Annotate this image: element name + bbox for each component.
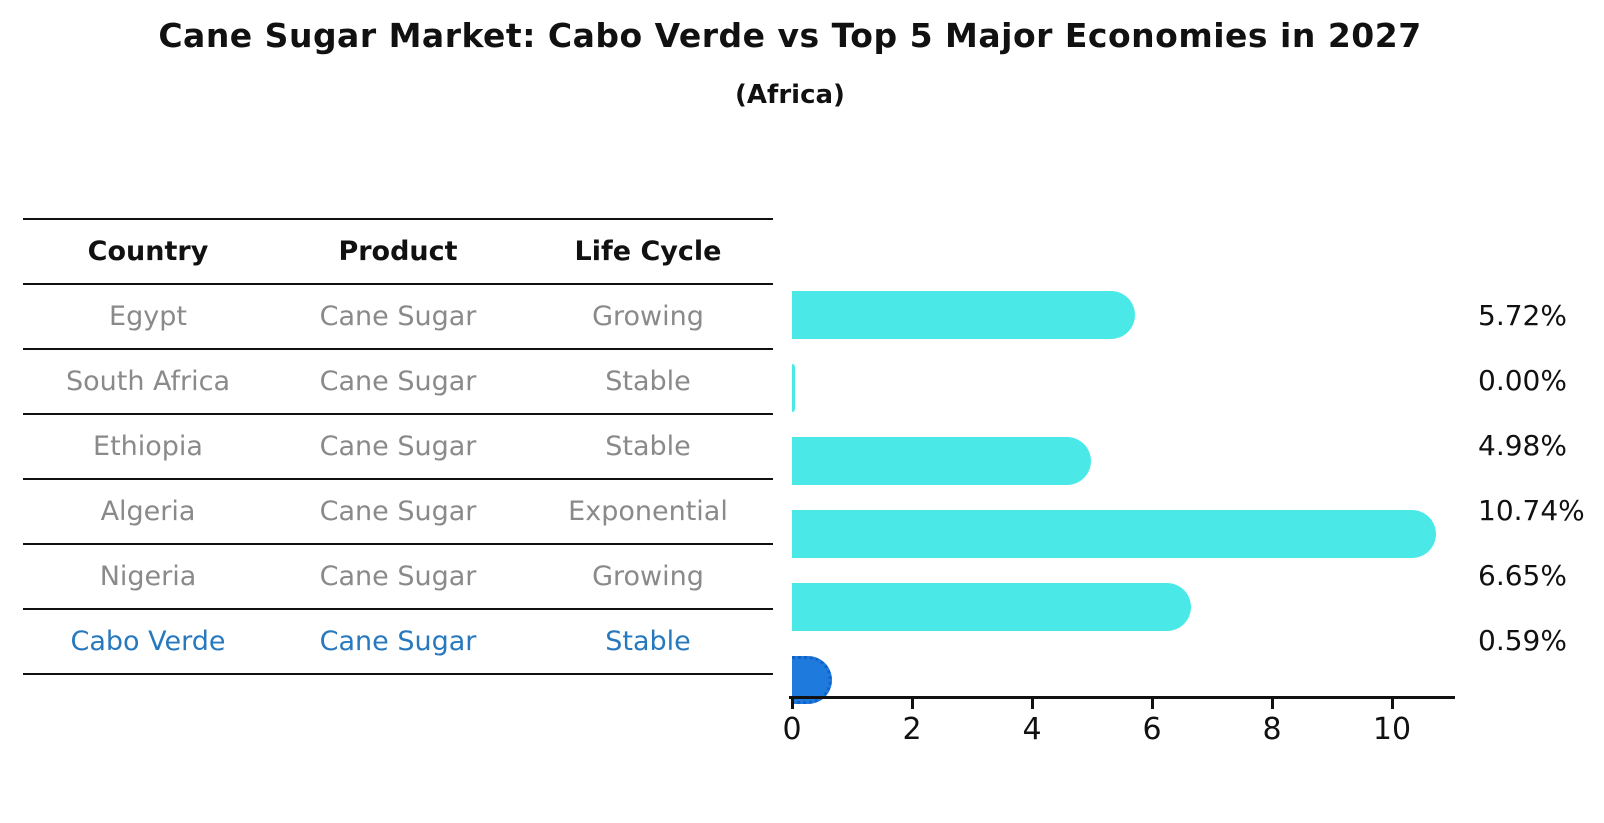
value-label-south-africa: 0.00% <box>1478 364 1567 397</box>
tick-mark <box>791 699 794 709</box>
product-cell: Cane Sugar <box>319 301 477 332</box>
country-cell: Egypt <box>109 301 187 332</box>
life-cycle-cell: Stable <box>605 626 691 657</box>
bar-band <box>792 291 1452 356</box>
bar-algeria <box>792 510 1437 558</box>
header-life-cycle: Life Cycle <box>574 236 722 267</box>
country-cell: Cabo Verde <box>70 626 226 657</box>
product-cell: Cane Sugar <box>319 431 477 462</box>
chart-subtitle: (Africa) <box>735 80 845 110</box>
tick-label: 2 <box>902 712 922 747</box>
product-cell: Cane Sugar <box>319 561 477 592</box>
tick-label: 6 <box>1142 712 1162 747</box>
value-label-egypt: 5.72% <box>1478 299 1567 332</box>
bar-band <box>792 437 1452 502</box>
value-label-ethiopia: 4.98% <box>1478 429 1567 462</box>
value-label-column: 5.72% 0.00% 4.98% 10.74% 6.65% 0.59% <box>1478 283 1604 673</box>
product-cell: Cane Sugar <box>319 626 477 657</box>
table-header-row: Country Product Life Cycle <box>23 218 773 283</box>
tick-mark <box>1271 699 1274 709</box>
bar-egypt <box>792 291 1136 339</box>
table-row-algeria: Algeria Cane Sugar Exponential <box>23 478 773 543</box>
tick-mark <box>1151 699 1154 709</box>
product-cell: Cane Sugar <box>319 366 477 397</box>
bar-nigeria <box>792 583 1191 631</box>
tick-mark <box>1031 699 1034 709</box>
life-cycle-cell: Growing <box>592 561 704 592</box>
table-row-ethiopia: Ethiopia Cane Sugar Stable <box>23 413 773 478</box>
product-cell: Cane Sugar <box>319 496 477 527</box>
header-country: Country <box>87 236 209 267</box>
life-cycle-cell: Growing <box>592 301 704 332</box>
tick-label: 10 <box>1372 712 1412 747</box>
x-axis-line <box>789 696 1455 699</box>
bar-plot-area <box>792 283 1452 721</box>
x-axis-ticks: 0 2 4 6 8 10 <box>782 696 1452 756</box>
bar-south-africa <box>792 364 795 412</box>
bar-band <box>792 510 1452 575</box>
country-cell: Ethiopia <box>93 431 203 462</box>
value-label-cabo-verde: 0.59% <box>1478 624 1567 657</box>
value-label-algeria: 10.74% <box>1478 494 1585 527</box>
tick-mark <box>911 699 914 709</box>
bar-band <box>792 364 1452 429</box>
country-cell: Nigeria <box>99 561 197 592</box>
bar-ethiopia <box>792 437 1091 485</box>
country-cell: Algeria <box>100 496 196 527</box>
life-cycle-cell: Stable <box>605 431 691 462</box>
country-table: Country Product Life Cycle Egypt Cane Su… <box>23 218 773 675</box>
tick-label: 4 <box>1022 712 1042 747</box>
bar-band <box>792 583 1452 648</box>
table-row-south-africa: South Africa Cane Sugar Stable <box>23 348 773 413</box>
country-cell: South Africa <box>65 366 231 397</box>
tick-label: 0 <box>782 712 802 747</box>
header-product: Product <box>338 236 458 267</box>
table-row-egypt: Egypt Cane Sugar Growing <box>23 283 773 348</box>
life-cycle-cell: Exponential <box>568 496 728 527</box>
table-row-nigeria: Nigeria Cane Sugar Growing <box>23 543 773 608</box>
table-row-cabo-verde: Cabo Verde Cane Sugar Stable <box>23 608 773 673</box>
life-cycle-cell: Stable <box>605 366 691 397</box>
chart-title: Cane Sugar Market: Cabo Verde vs Top 5 M… <box>158 16 1422 55</box>
tick-mark <box>1391 699 1394 709</box>
value-label-nigeria: 6.65% <box>1478 559 1567 592</box>
tick-label: 8 <box>1262 712 1282 747</box>
